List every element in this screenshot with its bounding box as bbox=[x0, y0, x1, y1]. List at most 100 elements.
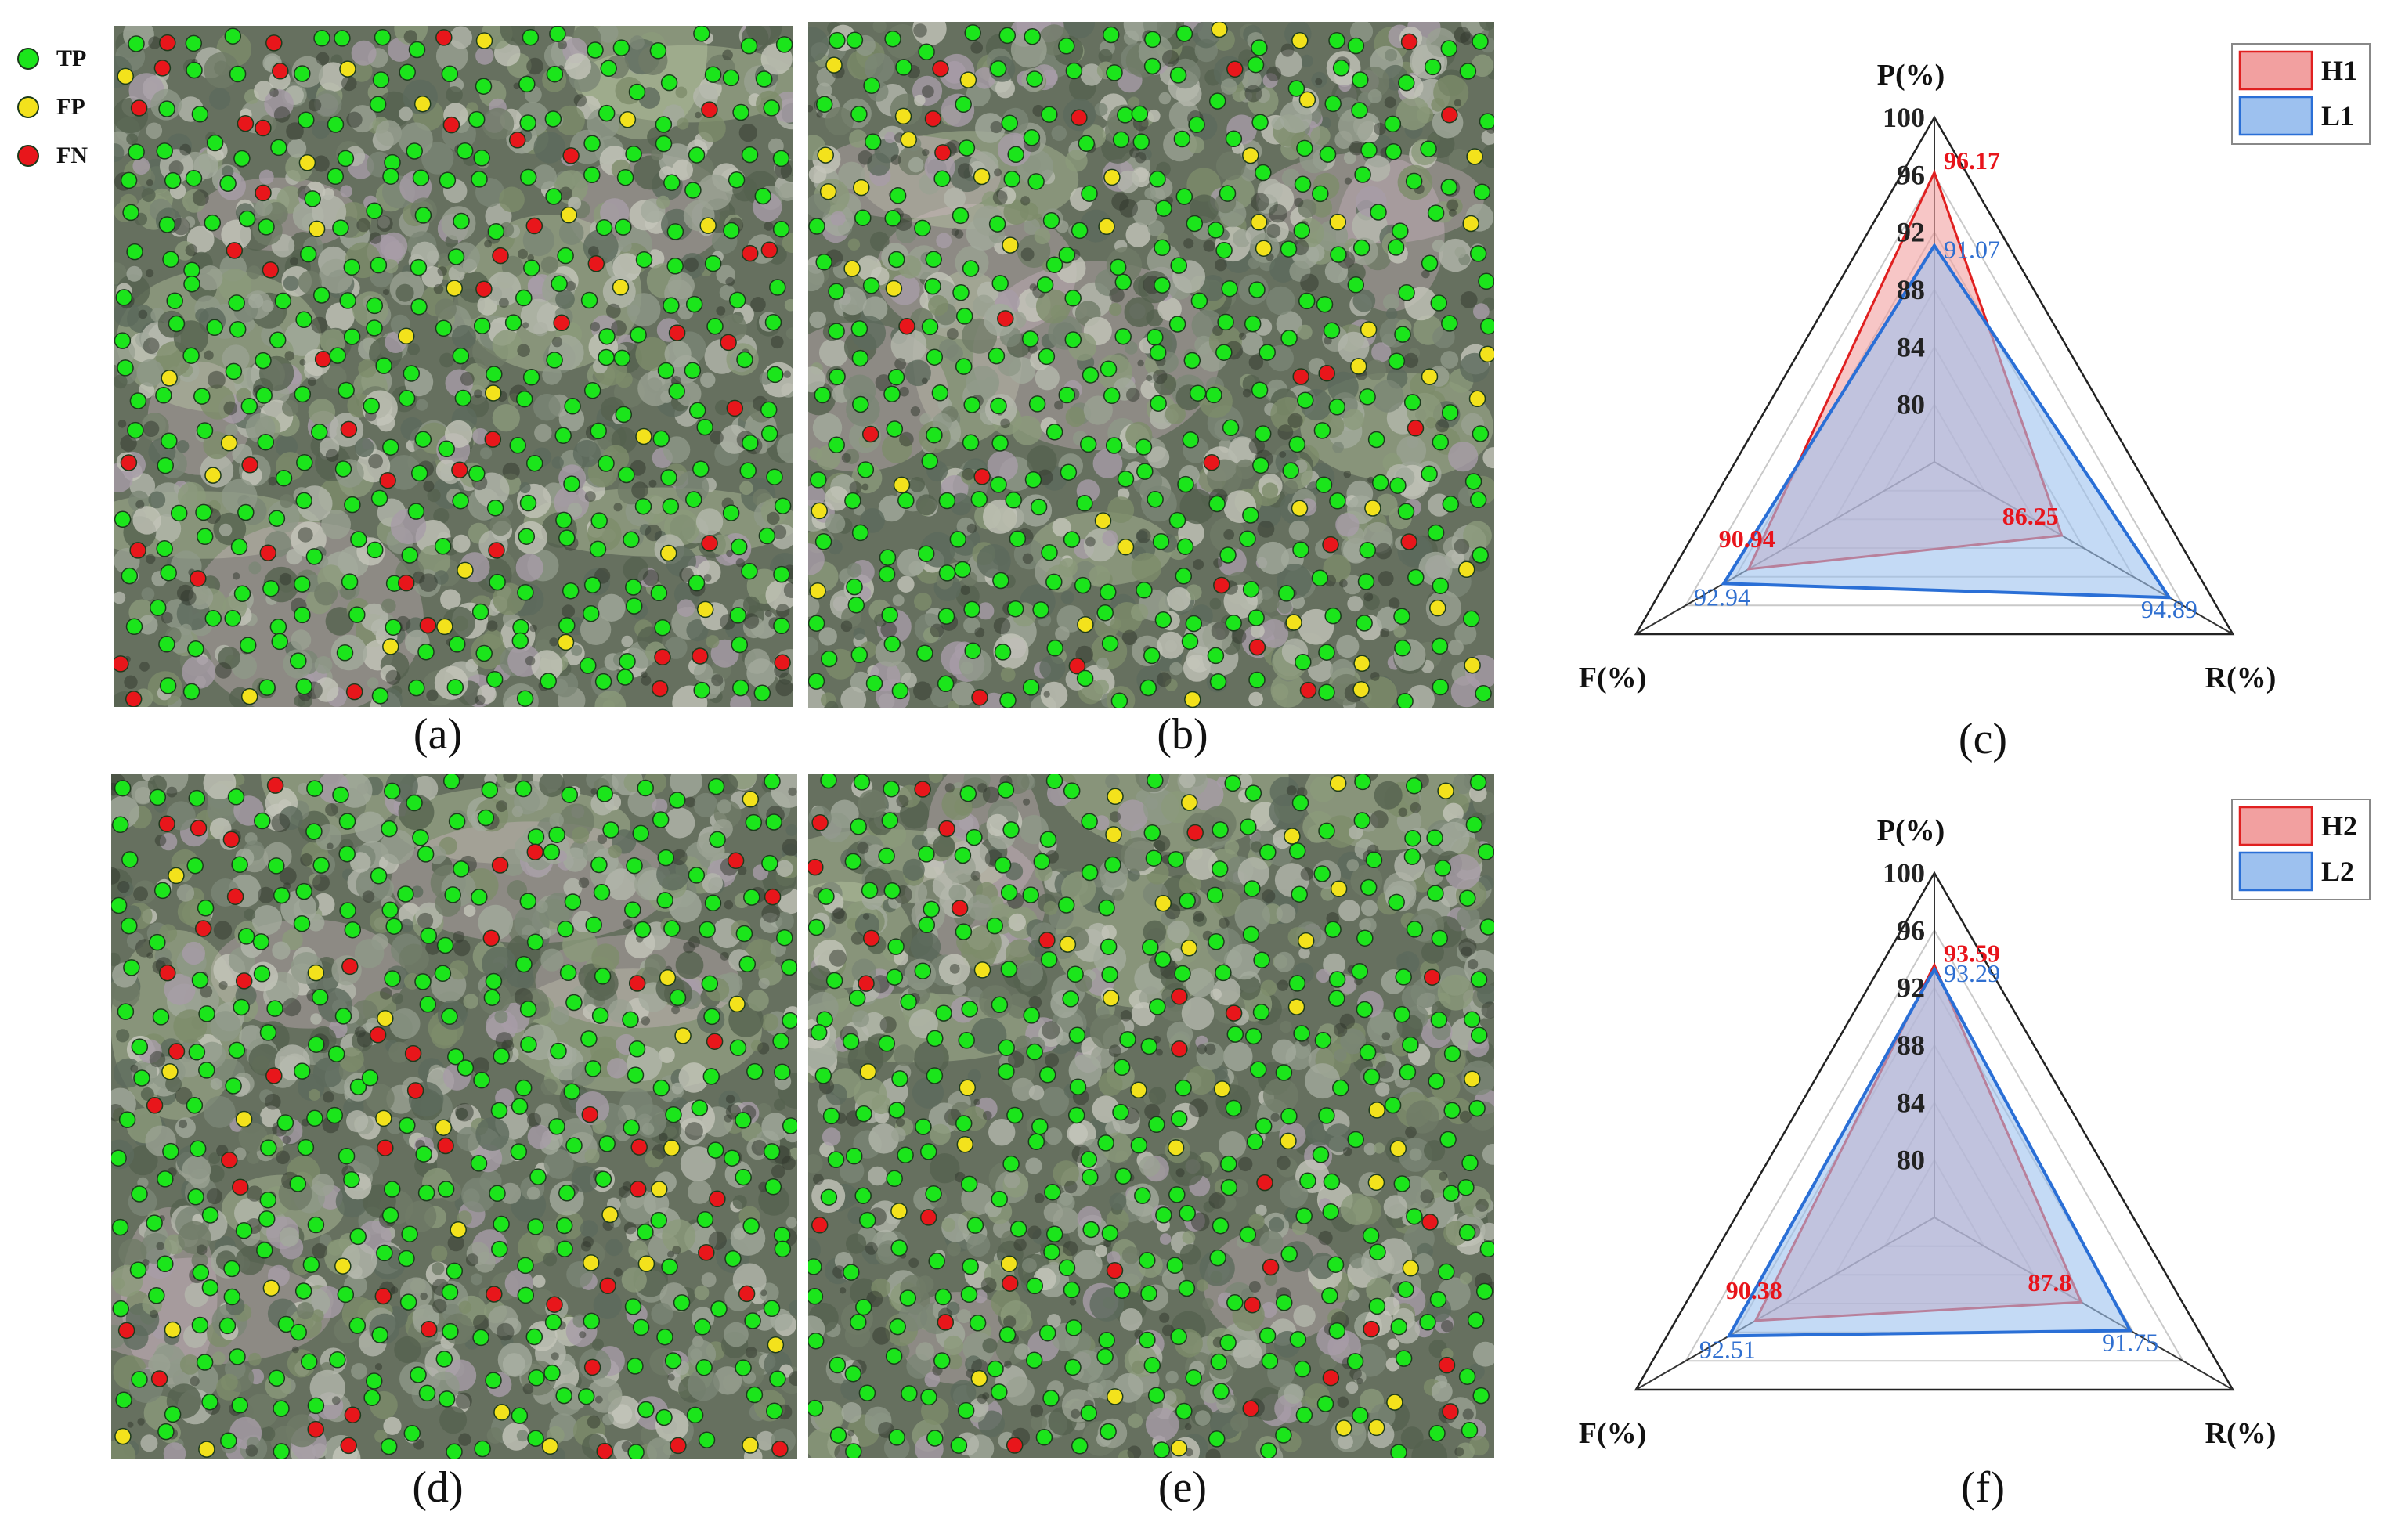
fn-detection-point bbox=[153, 60, 172, 77]
tp-detection-point bbox=[1064, 1358, 1082, 1376]
tp-detection-point bbox=[723, 1149, 741, 1167]
fn-detection-point bbox=[488, 542, 505, 559]
tp-detection-point bbox=[1390, 1444, 1407, 1458]
tp-detection-point bbox=[237, 928, 255, 945]
tp-detection-point bbox=[1215, 964, 1232, 982]
tp-detection-point bbox=[1475, 1282, 1493, 1300]
tp-detection-point bbox=[1252, 456, 1269, 474]
tp-detection-point bbox=[298, 111, 315, 128]
tp-detection-point bbox=[853, 774, 871, 791]
fp-detection-point bbox=[1291, 500, 1309, 517]
tp-detection-point bbox=[728, 171, 746, 189]
fp-detection-point bbox=[1106, 1388, 1124, 1405]
tp-detection-point bbox=[774, 1240, 792, 1258]
tp-detection-point bbox=[764, 1178, 782, 1196]
tp-detection-point bbox=[844, 492, 861, 510]
tp-detection-point bbox=[1244, 315, 1262, 333]
canopy-texture bbox=[111, 774, 797, 1459]
tp-detection-point bbox=[229, 320, 247, 338]
fp-detection-point bbox=[819, 182, 837, 200]
tp-detection-point bbox=[1100, 938, 1118, 955]
tp-detection-point bbox=[1140, 1285, 1157, 1302]
tp-detection-point bbox=[774, 497, 792, 514]
tp-detection-point bbox=[1117, 106, 1134, 124]
tp-detection-point bbox=[481, 781, 499, 799]
tp-detection-point bbox=[1402, 1036, 1419, 1054]
tp-detection-point bbox=[182, 347, 200, 364]
tp-detection-point bbox=[1045, 424, 1063, 441]
tp-detection-point bbox=[1101, 635, 1119, 652]
fn-detection-point bbox=[1424, 968, 1441, 986]
tp-detection-point bbox=[1212, 821, 1229, 839]
tp-detection-point bbox=[114, 510, 132, 528]
tp-detection-point bbox=[855, 1298, 872, 1316]
tp-detection-point bbox=[808, 1258, 822, 1275]
tp-detection-point bbox=[1217, 313, 1234, 331]
tp-detection-point bbox=[1392, 222, 1409, 240]
fp-detection-point bbox=[450, 1221, 467, 1239]
tp-detection-point bbox=[615, 218, 632, 236]
tp-detection-point bbox=[385, 619, 402, 637]
tp-detection-point bbox=[159, 677, 177, 694]
tp-detection-point bbox=[914, 962, 932, 979]
tp-detection-point bbox=[589, 540, 607, 558]
tp-detection-point bbox=[449, 636, 466, 653]
tp-detection-point bbox=[587, 41, 604, 59]
tp-detection-point bbox=[742, 1217, 760, 1235]
tp-detection-point bbox=[1368, 1297, 1386, 1315]
tp-detection-point bbox=[1356, 615, 1373, 632]
tp-detection-point bbox=[164, 1405, 182, 1423]
tp-detection-point bbox=[598, 455, 615, 472]
tp-detection-point bbox=[704, 254, 722, 272]
tp-detection-point bbox=[1441, 315, 1458, 332]
tp-detection-point bbox=[548, 1118, 565, 1135]
tp-detection-point bbox=[684, 362, 702, 380]
tp-detection-point bbox=[1313, 865, 1331, 882]
tp-detection-point bbox=[262, 579, 280, 597]
tp-detection-point bbox=[1212, 1383, 1230, 1400]
tp-detection-point bbox=[1314, 1032, 1332, 1049]
fp-detection-point bbox=[659, 544, 677, 562]
tick-label: 88 bbox=[1897, 1030, 1925, 1061]
tp-detection-point bbox=[926, 1430, 944, 1447]
tp-detection-point bbox=[376, 1244, 393, 1262]
tp-detection-point bbox=[865, 675, 883, 692]
tp-detection-point bbox=[519, 114, 536, 132]
tp-detection-point bbox=[471, 603, 489, 621]
fn-detection-point bbox=[1186, 824, 1204, 842]
tp-detection-point bbox=[1226, 1294, 1244, 1311]
tp-detection-point bbox=[1071, 222, 1089, 240]
tp-detection-point bbox=[1395, 1350, 1413, 1367]
tp-detection-point bbox=[161, 432, 178, 449]
tp-detection-point bbox=[561, 786, 579, 803]
tp-detection-point bbox=[515, 780, 533, 798]
fn-detection-point bbox=[587, 255, 605, 272]
fp-detection-point bbox=[493, 1404, 511, 1421]
tp-detection-point bbox=[955, 308, 973, 325]
tp-detection-point bbox=[1185, 615, 1203, 633]
tp-detection-point bbox=[1174, 965, 1191, 983]
tp-detection-point bbox=[1332, 60, 1350, 77]
tp-detection-point bbox=[191, 972, 209, 989]
tp-detection-point bbox=[1045, 774, 1063, 789]
tp-detection-point bbox=[550, 1042, 567, 1060]
value-label: 92.94 bbox=[1694, 582, 1750, 611]
tp-detection-point bbox=[397, 885, 414, 903]
tp-detection-point bbox=[688, 402, 706, 420]
tp-detection-point bbox=[1360, 142, 1378, 159]
tp-detection-point bbox=[224, 610, 241, 627]
tp-detection-point bbox=[1393, 1005, 1410, 1023]
tp-detection-point bbox=[1293, 222, 1311, 240]
tp-detection-point bbox=[1045, 1225, 1063, 1243]
tp-detection-point bbox=[1221, 280, 1238, 298]
tp-detection-point bbox=[343, 258, 361, 276]
fp-detection-point bbox=[1335, 1419, 1352, 1437]
tp-detection-point bbox=[385, 918, 403, 935]
tick-label: 100 bbox=[1883, 102, 1925, 133]
fn-detection-point bbox=[226, 888, 244, 905]
tp-detection-point bbox=[475, 78, 493, 95]
fn-detection-point bbox=[1363, 1320, 1380, 1338]
tp-detection-point bbox=[525, 454, 543, 472]
tp-detection-point bbox=[399, 63, 416, 81]
tp-detection-point bbox=[1081, 185, 1098, 202]
